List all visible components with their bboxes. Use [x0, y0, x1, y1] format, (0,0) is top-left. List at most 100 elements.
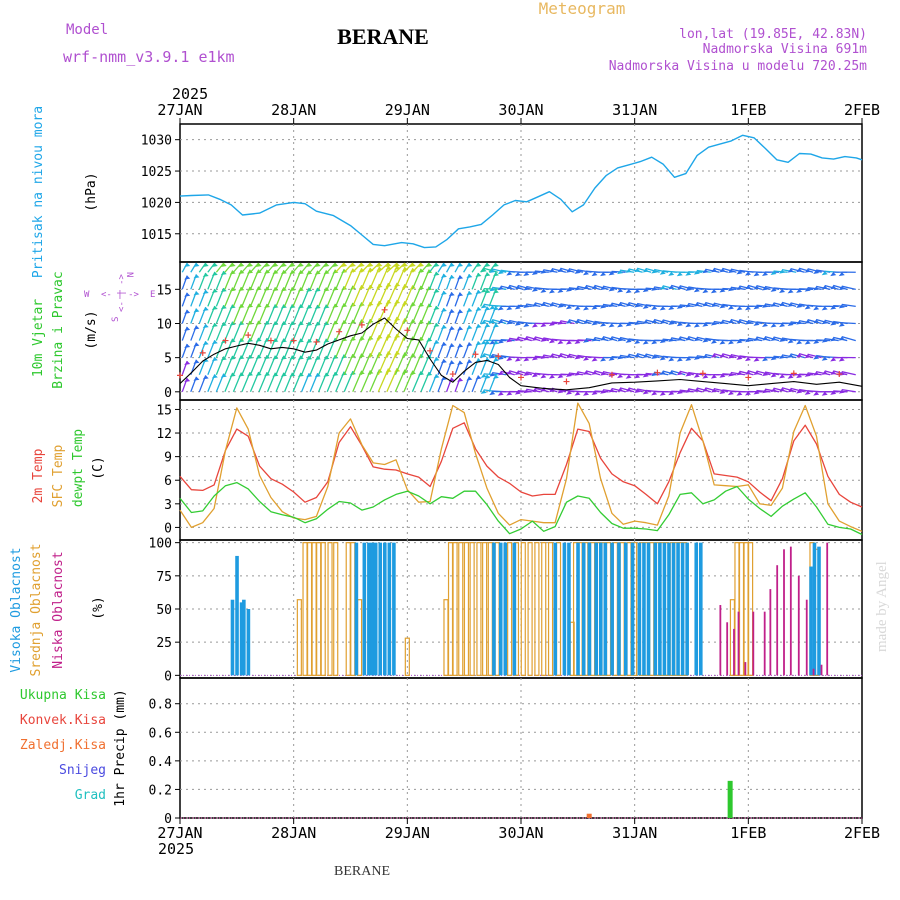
- wind-arrowhead: [211, 263, 218, 267]
- wind-arrowhead: [540, 355, 547, 360]
- wind-arrowhead: [804, 305, 811, 310]
- wind-arrowhead: [433, 374, 440, 379]
- wind-arrow: [798, 267, 814, 273]
- gust-marker: [245, 332, 252, 339]
- wind-arrowhead: [297, 338, 304, 343]
- cloud-bar-high: [653, 542, 658, 676]
- wind-arrowhead: [193, 263, 200, 267]
- wind-arrow: [207, 262, 216, 273]
- wind-arrowhead: [193, 376, 200, 381]
- wind-arrowhead: [625, 354, 632, 359]
- wind-arrow: [500, 318, 515, 325]
- x-tick-label-top: 29JAN: [385, 101, 430, 119]
- wind-arrowhead: [600, 389, 607, 394]
- gust-marker: [358, 321, 365, 328]
- wind-arrowhead: [779, 374, 786, 379]
- cloud-bar-high: [498, 542, 503, 676]
- wind-arrowhead: [582, 338, 589, 343]
- cloud-bar-low: [763, 611, 766, 676]
- wind-arrowhead: [659, 319, 666, 324]
- wind-arrowhead: [202, 341, 209, 346]
- wind-arrowhead: [634, 321, 641, 326]
- wind-arrow: [249, 262, 260, 273]
- wind-arrowhead: [489, 354, 496, 359]
- wind-arrowhead: [796, 340, 803, 345]
- y-tick-label: 1020: [141, 196, 172, 211]
- wind-arrowhead: [710, 353, 717, 358]
- wind-arrowhead: [202, 272, 209, 277]
- wind-arrowhead: [523, 272, 530, 277]
- y-tick-label: 0.6: [149, 726, 172, 741]
- x-tick-label-bottom: 1FEB: [730, 824, 766, 842]
- gust-marker: [449, 371, 456, 378]
- wind-arrowhead: [753, 305, 760, 310]
- wind-arrowhead: [693, 270, 700, 275]
- temp-ylabel-2: SFC Temp: [51, 445, 66, 508]
- x-tick-label-top: 28JAN: [271, 101, 316, 119]
- wind-arrow: [360, 262, 371, 273]
- wind-arrowhead: [280, 304, 287, 309]
- cloud-bar-high: [354, 542, 359, 676]
- wind-arrow: [377, 334, 390, 358]
- wind-arrowhead: [762, 336, 769, 341]
- wind-arrowhead: [548, 353, 555, 358]
- wind-arrowhead: [591, 357, 598, 362]
- wind-arrow: [739, 338, 754, 342]
- wind-arrowhead: [676, 371, 683, 376]
- wind-arrowhead: [710, 339, 717, 344]
- wind-arrowhead: [202, 290, 209, 295]
- wind-arrowhead: [448, 263, 455, 267]
- wind-arrowhead: [582, 391, 589, 396]
- wind-arrowhead: [211, 357, 218, 362]
- wind-arrowhead: [600, 371, 607, 376]
- wind-arrowhead: [600, 272, 607, 277]
- legend-conv-rain: Konvek.Kisa: [20, 713, 106, 728]
- wind-arrowhead: [540, 337, 547, 342]
- cloud-bar-high: [562, 542, 567, 676]
- wind-arrowhead: [184, 292, 191, 297]
- wind-arrowhead: [770, 302, 777, 307]
- wind-arrowhead: [531, 271, 538, 276]
- wind-arrowhead: [600, 286, 607, 291]
- wind-arrowhead: [821, 338, 828, 343]
- wind-arrowhead: [651, 269, 658, 274]
- wind-arrowhead: [702, 374, 709, 379]
- wind-arrowhead: [668, 320, 675, 325]
- y-tick-label: 0.2: [149, 783, 172, 798]
- wind-arrowhead: [492, 289, 499, 294]
- wind-arrowhead: [238, 355, 245, 360]
- cloud-bar-high: [812, 542, 817, 676]
- wind-arrowhead: [813, 306, 820, 311]
- wind-arrowhead: [787, 374, 794, 379]
- cloud-bar-mid: [327, 542, 333, 676]
- cloud-bar-low: [769, 589, 772, 676]
- wind-arrowhead: [821, 306, 828, 311]
- wind-arrowhead: [466, 359, 473, 364]
- wind-arrow: [386, 262, 398, 273]
- wind-arrowhead: [280, 321, 287, 326]
- wind-arrowhead: [531, 302, 538, 307]
- wind-arrowhead: [238, 287, 245, 292]
- wind-arrowhead: [770, 388, 777, 393]
- legend-frz-rain: Zaledj.Kisa: [20, 738, 106, 753]
- wind-arrowhead: [514, 305, 521, 310]
- cloud-bar-high: [362, 542, 367, 676]
- wind-arrowhead: [184, 275, 191, 280]
- wind-arrowhead: [358, 263, 365, 267]
- wind-arrowhead: [280, 355, 287, 360]
- wind-arrowhead: [702, 338, 709, 343]
- cloud-bar-mid: [458, 542, 464, 676]
- cloud-bar-low: [719, 605, 722, 676]
- wind-arrowhead: [506, 271, 513, 276]
- wind-arrowhead: [736, 371, 743, 376]
- wind-arrow: [756, 304, 771, 308]
- wind-arrowhead: [668, 305, 675, 310]
- wind-arrowhead: [289, 321, 296, 326]
- wind-arrowhead: [202, 324, 209, 329]
- wind-arrowhead: [676, 357, 683, 362]
- wind-arrowhead: [297, 304, 304, 309]
- wind-arrowhead: [744, 306, 751, 311]
- wind-arrowhead: [475, 375, 482, 380]
- y-tick-label: 1030: [141, 134, 172, 149]
- x-tick-label-bottom: 31JAN: [612, 824, 657, 842]
